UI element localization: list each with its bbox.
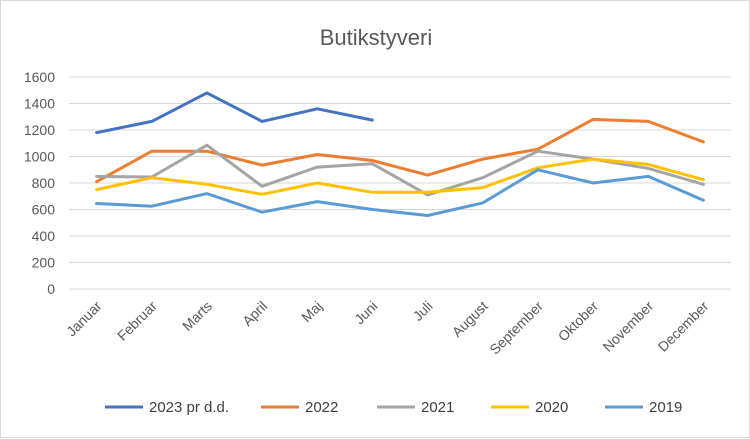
x-tick-label: Juli [410,298,436,324]
x-tick-label: Maj [298,298,325,325]
y-tick-label: 1400 [24,96,55,112]
y-tick-label: 1200 [24,122,55,138]
series-line-3 [95,157,705,196]
x-axis-ticks: Januar Februar Marts April Maj Juni Juli August… [63,298,712,358]
legend-label: 2021 [421,399,454,416]
legend: 2023 pr d.d. 2022 2021 2020 2019 [105,399,682,416]
y-tick-label: 800 [32,175,56,191]
legend-label: 2022 [305,399,338,416]
legend-label: 2020 [535,399,568,416]
x-tick-label: September [486,298,546,358]
y-tick-label: 0 [47,281,55,297]
legend-label: 2019 [649,399,682,416]
x-tick-label: Marts [179,298,215,334]
chart-title: Butikstyveri [320,25,432,50]
legend-label: 2023 pr d.d. [149,399,229,416]
y-axis-ticks: 0 200 400 600 800 1000 1200 1400 1600 [24,69,55,297]
y-tick-label: 200 [32,255,56,271]
x-tick-label: Oktober [555,298,602,345]
gridlines [69,76,731,290]
series-line-4 [95,168,705,217]
x-tick-label: April [239,298,270,329]
series-line-0 [95,91,374,135]
x-tick-label: August [449,298,491,340]
series-line-1 [95,117,705,184]
x-tick-label: November [599,298,656,355]
y-tick-label: 400 [32,228,56,244]
y-tick-label: 1600 [24,69,55,85]
x-tick-label: Februar [114,298,160,344]
series-lines [95,91,705,217]
x-tick-label: December [655,298,712,355]
x-tick-label: Januar [63,298,105,340]
x-tick-label: Juni [351,298,380,327]
y-tick-label: 1000 [24,149,55,165]
y-tick-label: 600 [32,202,56,218]
